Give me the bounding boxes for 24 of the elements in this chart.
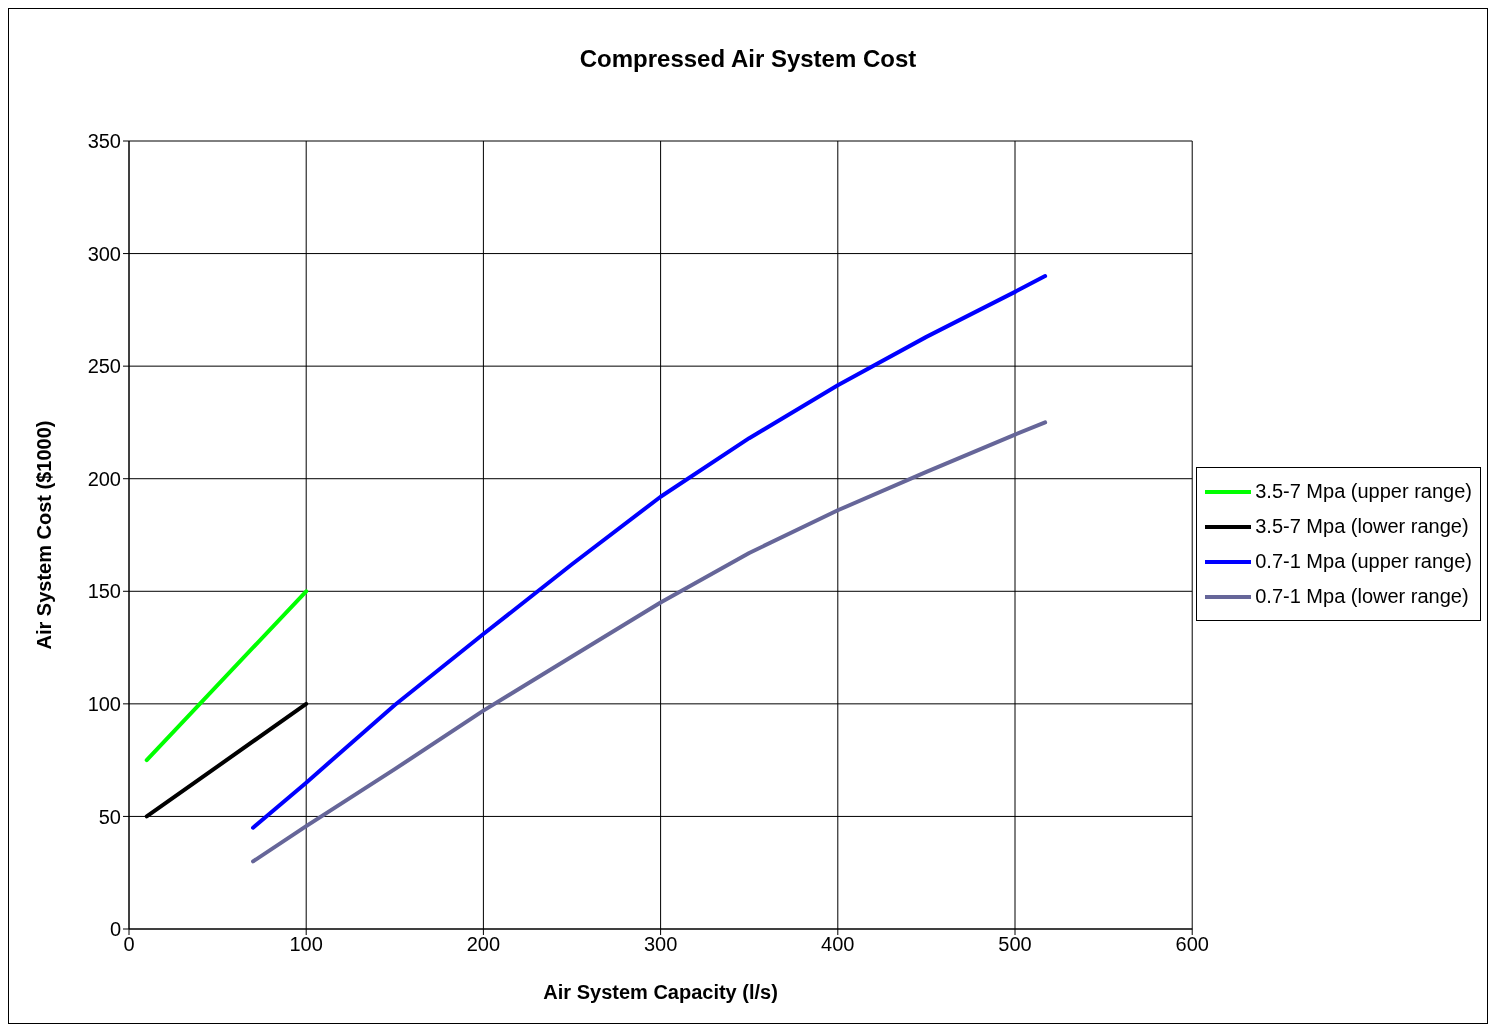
legend-label: 3.5-7 Mpa (lower range)	[1255, 514, 1469, 539]
y-tick-label: 150	[87, 580, 121, 603]
y-tick-label: 0	[109, 918, 121, 941]
line-series	[251, 420, 1048, 864]
x-axis-title: Air System Capacity (l/s)	[543, 981, 778, 1003]
x-tick-label: 0	[123, 933, 135, 956]
y-axis-title: Air System Cost ($1000)	[33, 420, 56, 650]
x-tick-label: 100	[289, 933, 323, 956]
x-tick-label: 200	[466, 933, 501, 956]
x-tick-label: 300	[643, 933, 678, 956]
y-tick-label: 50	[98, 805, 121, 828]
legend-label: 3.5-7 Mpa (upper range)	[1255, 479, 1472, 504]
y-tick-label: 300	[87, 242, 121, 265]
legend-label: 0.7-1 Mpa (upper range)	[1255, 549, 1472, 574]
y-tick-label: 350	[87, 130, 121, 153]
legend-label: 0.7-1 Mpa (lower range)	[1255, 584, 1469, 609]
y-tick-label: 200	[87, 467, 121, 490]
chart-title: Compressed Air System Cost	[578, 44, 918, 72]
y-tick-label: 250	[87, 355, 121, 378]
x-tick-label: 600	[1175, 933, 1209, 956]
y-tick-label: 100	[87, 692, 121, 715]
x-tick-label: 400	[821, 933, 855, 956]
line-series	[251, 274, 1048, 830]
x-tick-label: 500	[998, 933, 1032, 956]
